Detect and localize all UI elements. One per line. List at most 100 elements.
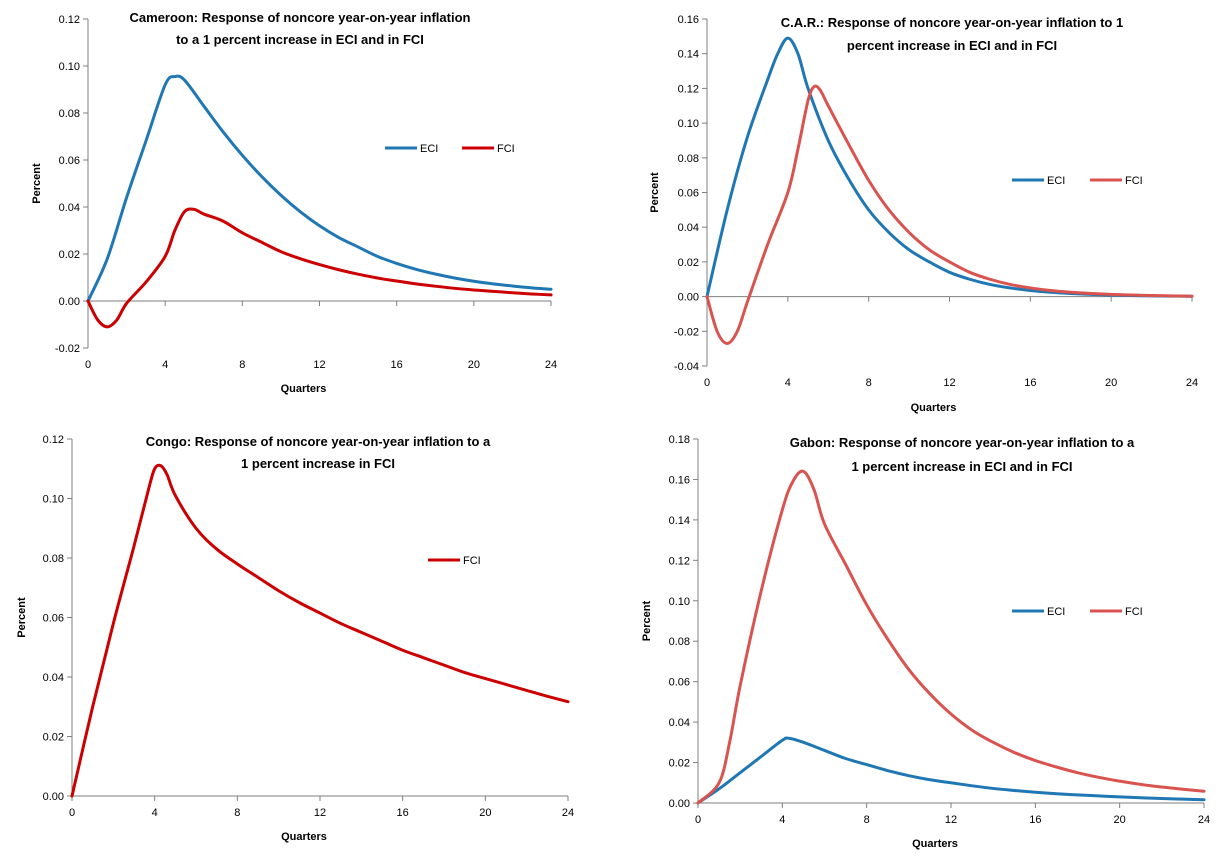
- x-tick-label: 20: [1114, 814, 1126, 826]
- x-tick-label: 8: [234, 807, 240, 819]
- chart-title: 1 percent increase in FCI: [241, 456, 395, 471]
- legend-item-eci: ECI: [1012, 606, 1065, 618]
- legend-label: ECI: [1047, 175, 1065, 187]
- x-tick-label: 4: [152, 807, 158, 819]
- y-axis-title: Percent: [641, 600, 653, 641]
- y-tick-label: 0.12: [43, 434, 64, 446]
- y-tick-label: 0.06: [678, 188, 699, 200]
- chart-title: percent increase in ECI and in FCI: [847, 38, 1057, 53]
- x-tick-label: 12: [943, 377, 955, 389]
- chart-title: 1 percent increase in ECI and in FCI: [851, 459, 1072, 474]
- y-tick-label: 0.10: [669, 596, 690, 608]
- x-tick-label: 20: [479, 807, 491, 819]
- series-line-fci: [86, 207, 553, 329]
- y-tick-label: 0.00: [59, 296, 80, 308]
- legend-label: FCI: [1125, 175, 1143, 187]
- y-tick-label: 0.14: [669, 515, 690, 527]
- y-tick-label: 0.08: [43, 553, 64, 565]
- chart-title: to a 1 percent increase in ECI and in FC…: [176, 32, 424, 47]
- y-tick-label: 0.12: [59, 14, 80, 26]
- y-tick-label: 0.08: [678, 153, 699, 165]
- y-tick-label: -0.04: [674, 361, 699, 373]
- x-tick-label: 0: [69, 807, 75, 819]
- legend-item-eci: ECI: [1012, 175, 1065, 187]
- y-tick-label: 0.16: [669, 474, 690, 486]
- x-tick-label: 16: [1029, 814, 1041, 826]
- legend-item-fci: FCI: [1090, 606, 1143, 618]
- y-tick-label: 0.16: [678, 14, 699, 26]
- x-tick-label: 12: [313, 359, 325, 371]
- x-tick-label: 8: [864, 814, 870, 826]
- y-tick-label: 0.04: [678, 222, 699, 234]
- series-line-eci: [696, 736, 1206, 805]
- y-tick-label: 0.00: [669, 798, 690, 810]
- y-tick-label: 0.00: [678, 292, 699, 304]
- y-tick-label: 0.02: [678, 257, 699, 269]
- chart-panel-4: 0.00 0.02 0.04 0.06 0.08 0.10 0.12 0.14 0.16 0.18…: [641, 434, 1210, 850]
- y-axis-title: Percent: [31, 163, 43, 204]
- x-tick-label: 16: [397, 807, 409, 819]
- y-tick-label: 0.02: [59, 249, 80, 261]
- chart-title: Congo: Response of noncore year-on-year …: [146, 434, 491, 449]
- x-tick-label: 24: [1198, 814, 1210, 826]
- x-axis-title: Quarters: [281, 831, 327, 843]
- x-tick-label: 4: [785, 377, 791, 389]
- x-tick-label: 8: [866, 377, 872, 389]
- legend-label: ECI: [1047, 606, 1065, 618]
- series-line-eci: [86, 74, 553, 303]
- y-tick-label: 0.04: [43, 672, 64, 684]
- y-tick-label: 0.06: [669, 677, 690, 689]
- x-tick-label: 8: [239, 359, 245, 371]
- y-tick-label: 0.08: [669, 636, 690, 648]
- y-axis-title: Percent: [649, 172, 661, 213]
- y-tick-label: 0.08: [59, 108, 80, 120]
- y-tick-label: 0.18: [669, 434, 690, 446]
- y-tick-label: 0.10: [43, 494, 64, 506]
- x-axis-title: Quarters: [912, 838, 958, 850]
- legend-label: FCI: [497, 143, 515, 155]
- legend-label: ECI: [420, 143, 438, 155]
- x-tick-label: 0: [695, 814, 701, 826]
- x-tick-label: 16: [1024, 377, 1036, 389]
- x-tick-label: 20: [1105, 377, 1117, 389]
- series-line-fci: [70, 463, 570, 798]
- y-axis-title: Percent: [16, 597, 28, 638]
- legend-item-eci: ECI: [385, 143, 438, 155]
- y-tick-label: 0.12: [669, 555, 690, 567]
- x-tick-label: 12: [314, 807, 326, 819]
- x-tick-label: 24: [545, 359, 557, 371]
- x-tick-label: 4: [779, 814, 785, 826]
- y-tick-label: 0.14: [678, 49, 699, 61]
- series-line-fci: [696, 469, 1206, 805]
- series-line-eci: [705, 36, 1194, 299]
- chart-title: Gabon: Response of noncore year-on-year …: [790, 435, 1135, 450]
- legend-item-fci: FCI: [1090, 175, 1143, 187]
- y-tick-label: 0.04: [59, 202, 80, 214]
- y-tick-label: 0.00: [43, 791, 64, 803]
- x-axis-title: Quarters: [911, 402, 957, 414]
- chart-panel-3: 0.00 0.02 0.04 0.06 0.08 0.10 0.12 0 4 8 12 16 20 24 Q…: [16, 434, 574, 843]
- y-tick-label: 0.02: [43, 732, 64, 744]
- x-tick-label: 0: [704, 377, 710, 389]
- legend-label: FCI: [463, 555, 481, 567]
- x-tick-label: 20: [468, 359, 480, 371]
- legend-item-fci: FCI: [462, 143, 515, 155]
- y-tick-label: -0.02: [674, 326, 699, 338]
- y-tick-label: 0.06: [43, 613, 64, 625]
- legend-label: FCI: [1125, 606, 1143, 618]
- x-tick-label: 24: [1186, 377, 1198, 389]
- chart-title: Cameroon: Response of noncore year-on-ye…: [130, 10, 471, 25]
- series-line-fci: [705, 84, 1194, 345]
- y-tick-label: 0.06: [59, 155, 80, 167]
- y-tick-label: 0.10: [678, 118, 699, 130]
- x-tick-label: 16: [391, 359, 403, 371]
- legend-item-fci: FCI: [428, 555, 481, 567]
- x-axis-title: Quarters: [281, 383, 327, 395]
- chart-panel-2: -0.04 -0.02 0.00 0.02 0.04 0.06 0.08 0.10 0.12 0.…: [649, 14, 1198, 414]
- y-tick-label: -0.02: [55, 343, 80, 355]
- chart-panel-1: -0.02 0.00 0.02 0.04 0.06 0.08 0.10 0.12 0 4 8 12 16…: [31, 10, 557, 395]
- x-tick-label: 4: [162, 359, 168, 371]
- y-tick-label: 0.02: [669, 758, 690, 770]
